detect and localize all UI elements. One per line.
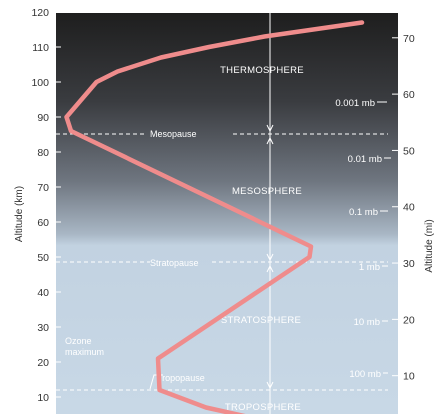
stratosphere-label: STRATOSPHERE [221, 315, 301, 326]
left-tick-label: 80 [37, 147, 49, 159]
left-tick-label: 20 [37, 357, 49, 369]
boundary-arrows [266, 13, 274, 414]
pressure-label: 100 mb [349, 369, 381, 380]
troposphere-label: TROPOSPHERE [225, 402, 301, 413]
pressure-label: 0.001 mb [335, 98, 375, 109]
arrow-up-icon [266, 136, 274, 145]
right-axis-title: Altitude (mi) [424, 219, 435, 272]
right-axis: 70 60 50 40 30 20 10 Altitude (mi) [392, 33, 435, 383]
mesopause-label: Mesopause [150, 129, 197, 139]
pressure-label: 1 mb [359, 262, 380, 273]
right-tick-label: 70 [403, 33, 415, 45]
left-axis-title: Altitude (km) [14, 186, 25, 242]
right-tick-label: 20 [403, 314, 415, 326]
atmosphere-panel [56, 13, 398, 414]
left-tick-label: 10 [37, 392, 49, 404]
right-tick-label: 50 [403, 145, 415, 157]
pressure-label: 10 mb [354, 317, 380, 328]
tropopause-label: Tropopause [157, 373, 205, 383]
stratopause-label: Stratopause [150, 258, 199, 268]
left-axis: 120 110 100 90 80 70 60 50 40 30 20 10 Altitude (km… [14, 7, 61, 404]
pressure-label: 0.1 mb [349, 207, 378, 218]
pressure-label: 0.01 mb [348, 154, 382, 165]
left-tick-label: 50 [37, 252, 49, 264]
ozone-maximum-label: Ozone [65, 336, 92, 346]
arrow-down-icon [266, 381, 274, 390]
pressure-scale: 0.001 mb 0.01 mb 0.1 mb 1 mb 10 mb 100 m… [335, 98, 391, 380]
right-tick-label: 40 [403, 202, 415, 214]
thermosphere-label: THERMOSPHERE [220, 65, 304, 76]
temperature-curve [64, 20, 365, 414]
ozone-maximum-label: maximum [65, 347, 104, 357]
arrow-down-icon [266, 253, 274, 262]
mesosphere-label: MESOSPHERE [232, 186, 302, 197]
left-tick-label: 70 [37, 182, 49, 194]
arrow-down-icon [266, 124, 274, 133]
left-tick-label: 120 [31, 7, 49, 19]
left-tick-label: 110 [32, 42, 49, 54]
right-tick-label: 60 [403, 89, 415, 101]
left-tick-label: 40 [37, 287, 49, 299]
left-tick-label: 60 [37, 217, 49, 229]
right-tick-label: 30 [403, 258, 415, 270]
right-tick-label: 10 [403, 371, 415, 383]
arrow-up-icon [266, 264, 274, 273]
left-tick-label: 30 [37, 322, 49, 334]
left-tick-label: 100 [31, 77, 49, 89]
left-tick-label: 90 [37, 112, 49, 124]
